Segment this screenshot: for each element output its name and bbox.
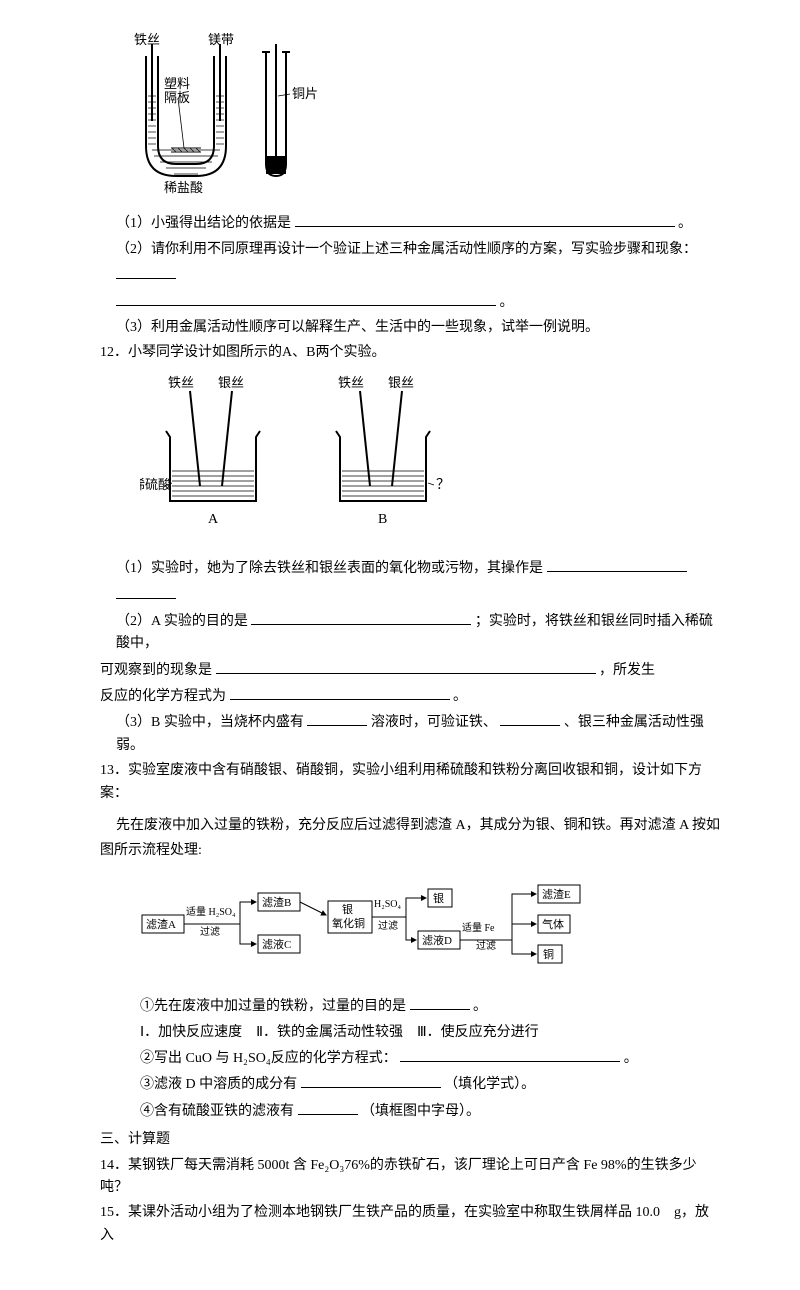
B-label: B: [378, 512, 387, 527]
q13-4b: （填框图中字母）。: [361, 1104, 480, 1119]
q13-1a: ①先在废液中加过量的铁粉，过量的目的是: [140, 999, 406, 1014]
q13-2a: ②写出 CuO 与 H₂SO₄反应的化学方程式：: [140, 1051, 397, 1066]
section3-title: 三、计算题: [100, 1129, 720, 1151]
beaker-svg: 铁丝 银丝 稀硫酸 A 铁丝 银丝: [140, 371, 480, 541]
q13-sub4: ④含有硫酸亚铁的滤液有 （填框图中字母）。: [100, 1100, 720, 1123]
q12-p2: （2）A 实验的目的是 ；实验时，将铁丝和银丝同时插入稀硫酸中，: [100, 610, 720, 656]
blank: [301, 1073, 441, 1088]
svg-text:银: 银: [433, 891, 444, 905]
A-label: A: [208, 512, 219, 527]
q14: 14．某钢铁厂每天需消耗 5000t 含 Fe₂O₃76%的赤铁矿石，该厂理论上…: [100, 1155, 720, 1200]
svg-text:适量 Fe: 适量 Fe: [462, 922, 495, 934]
flowchart: 滤渣A 滤渣B 滤液C 银 氧化铜 银 滤液D 滤渣E 气体 铜: [140, 875, 720, 983]
q13-stem: 13．实验室废液中含有硝酸银、硝酸铜，实验小组利用稀硫酸和铁粉分离回收银和铜，设…: [100, 760, 720, 805]
baffle-label-2: 隔板: [164, 90, 190, 105]
ag-label-b: 银丝: [388, 375, 414, 390]
hcl-label: 稀盐酸: [164, 180, 203, 195]
q13-3b: （填化学式）。: [444, 1077, 535, 1092]
q12-2f: 。: [453, 689, 467, 704]
q12-p2e: 反应的化学方程式为 。: [100, 685, 720, 708]
fe-label-b: 铁丝: [338, 375, 364, 390]
blank: [400, 1047, 620, 1062]
page-root: 铁丝 镁带 塑料 隔板 稀盐酸 铜片 （1）小强得出结论的依据是 。 （2）请你…: [0, 0, 800, 1290]
mg-label: 镁带: [208, 32, 234, 47]
fe-label-a: 铁丝: [168, 375, 194, 390]
svg-text:过滤: 过滤: [476, 939, 496, 952]
q13-options: Ⅰ．加快反应速度 Ⅱ．铁的金属活动性较强 Ⅲ．使反应充分进行: [100, 1022, 720, 1044]
q15: 15．某课外活动小组为了检测本地钢铁厂生铁产品的质量，在实验室中称取生铁屑样品 …: [100, 1202, 720, 1247]
diagram-activity-order: 铁丝 镁带 塑料 隔板 稀盐酸 铜片: [116, 26, 720, 204]
blank: [216, 659, 596, 674]
blank: [500, 711, 560, 726]
q12-2e: 反应的化学方程式为: [100, 689, 226, 704]
diagram-beaker-ab: 铁丝 银丝 稀硫酸 A 铁丝 银丝: [140, 371, 720, 549]
q12-2a: （2）A 实验的目的是: [116, 614, 248, 629]
q13-sub1: ①先在废液中加过量的铁粉，过量的目的是 。: [100, 995, 720, 1018]
svg-text:适量 H₂SO₄: 适量 H₂SO₄: [186, 906, 236, 918]
q13-pre-b: 图所示流程处理:: [100, 840, 720, 862]
q11-p2-blankline2: 。: [100, 291, 720, 314]
q11-p3: （3）利用金属活动性顺序可以解释生产、生活中的一些现象，试举一例说明。: [100, 317, 720, 339]
blank: [547, 557, 687, 572]
q13-sub2: ②写出 CuO 与 H₂SO₄反应的化学方程式： 。: [100, 1047, 720, 1070]
q13-2b: 。: [624, 1051, 638, 1066]
copper-label: 铜片: [292, 86, 318, 101]
blank: [116, 264, 176, 279]
svg-text:滤渣E: 滤渣E: [542, 887, 571, 901]
q12-3b: 溶液时，可验证铁、: [371, 715, 497, 730]
blank: [251, 610, 471, 625]
q12-1-text: （1）实验时，她为了除去铁丝和银丝表面的氧化物或污物，其操作是: [116, 561, 543, 576]
q12-2c: 可观察到的现象是: [100, 663, 212, 678]
q11-p1: （1）小强得出结论的依据是 。: [100, 212, 720, 235]
svg-text:滤渣B: 滤渣B: [262, 895, 291, 909]
svg-text:氧化铜: 氧化铜: [332, 916, 365, 930]
q13-1b: 。: [473, 999, 487, 1014]
svg-text:滤渣A: 滤渣A: [146, 917, 176, 931]
q13-pre-a: 先在废液中加入过量的铁粉，充分反应后过滤得到滤渣 A，其成分为银、铜和铁。再对滤…: [100, 815, 720, 837]
iron-label: 铁丝: [134, 32, 160, 47]
svg-text:滤液D: 滤液D: [422, 933, 452, 947]
q12-p1: （1）实验时，她为了除去铁丝和银丝表面的氧化物或污物，其操作是: [100, 557, 720, 580]
q11-part1-text: （1）小强得出结论的依据是: [116, 216, 291, 231]
u-tube-svg: 铁丝 镁带 塑料 隔板 稀盐酸 铜片: [116, 26, 346, 196]
blank: [410, 995, 470, 1010]
q13-sub3: ③滤液 D 中溶质的成分有 （填化学式）。: [100, 1073, 720, 1096]
q11-part1-end: 。: [678, 216, 692, 231]
svg-text:过滤: 过滤: [378, 919, 398, 932]
svg-text:过滤: 过滤: [200, 925, 220, 938]
q11-p2-end: 。: [500, 295, 514, 310]
baffle-label-1: 塑料: [164, 76, 190, 91]
svg-text:铜: 铜: [543, 947, 554, 961]
q12-stem: 12．小琴同学设计如图所示的A、B两个实验。: [100, 342, 720, 364]
flow-svg: 滤渣A 滤渣B 滤液C 银 氧化铜 银 滤液D 滤渣E 气体 铜: [140, 875, 660, 975]
svg-text:H₂SO₄: H₂SO₄: [374, 899, 401, 910]
blank: [116, 291, 496, 306]
q11-p2: （2）请你利用不同原理再设计一个验证上述三种金属活动性顺序的方案，写实验步骤和现…: [100, 239, 720, 261]
q12-p1b: [100, 584, 720, 607]
blank: [295, 212, 675, 227]
unknown-label: ？: [436, 478, 450, 493]
blank: [230, 685, 450, 700]
q12-p3: （3）B 实验中，当烧杯内盛有 溶液时，可验证铁、 、银三种金属活动性强弱。: [100, 711, 720, 757]
blank: [298, 1100, 358, 1115]
svg-text:气体: 气体: [542, 917, 564, 931]
q12-p2c: 可观察到的现象是 ，所发生: [100, 659, 720, 682]
q13-3a: ③滤液 D 中溶质的成分有: [140, 1077, 297, 1092]
ag-label-a: 银丝: [218, 375, 244, 390]
q11-p2-blankline: [100, 264, 720, 287]
q12-3a: （3）B 实验中，当烧杯内盛有: [116, 715, 304, 730]
svg-text:滤液C: 滤液C: [262, 937, 291, 951]
q13-4a: ④含有硫酸亚铁的滤液有: [140, 1104, 294, 1119]
blank: [116, 584, 176, 599]
q12-2d: ，所发生: [599, 663, 655, 678]
h2so4-label: 稀硫酸: [140, 477, 171, 492]
svg-text:银: 银: [342, 902, 353, 916]
blank: [307, 711, 367, 726]
